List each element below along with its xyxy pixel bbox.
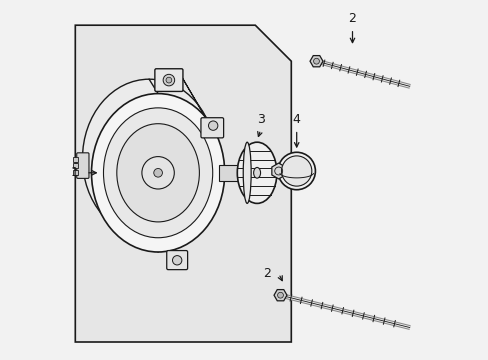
Text: 2: 2 [348, 12, 356, 25]
Bar [219, 165, 244, 181]
Circle shape [208, 121, 218, 130]
Text: 3: 3 [256, 113, 264, 126]
FancyBboxPatch shape [77, 153, 89, 178]
Circle shape [172, 256, 182, 265]
Ellipse shape [253, 167, 260, 178]
Bar [73, 163, 78, 168]
Bar [73, 170, 78, 175]
Ellipse shape [117, 124, 199, 222]
Polygon shape [181, 76, 211, 127]
Polygon shape [273, 289, 286, 301]
Bar [73, 157, 78, 162]
Text: 4: 4 [292, 113, 300, 126]
FancyBboxPatch shape [155, 69, 183, 91]
Polygon shape [271, 163, 285, 179]
Polygon shape [75, 25, 291, 342]
Text: 2: 2 [263, 267, 271, 280]
FancyBboxPatch shape [166, 251, 187, 270]
Circle shape [277, 292, 283, 298]
FancyBboxPatch shape [201, 118, 223, 138]
Circle shape [142, 157, 174, 189]
Circle shape [166, 77, 171, 83]
Circle shape [277, 152, 315, 190]
Text: 1: 1 [71, 166, 79, 179]
Polygon shape [309, 55, 322, 67]
Ellipse shape [243, 142, 251, 203]
Ellipse shape [82, 79, 215, 238]
Ellipse shape [103, 108, 212, 238]
Ellipse shape [237, 142, 276, 203]
Circle shape [281, 156, 311, 186]
Circle shape [313, 58, 319, 64]
Ellipse shape [91, 94, 224, 252]
Circle shape [163, 75, 174, 86]
Circle shape [153, 168, 162, 177]
